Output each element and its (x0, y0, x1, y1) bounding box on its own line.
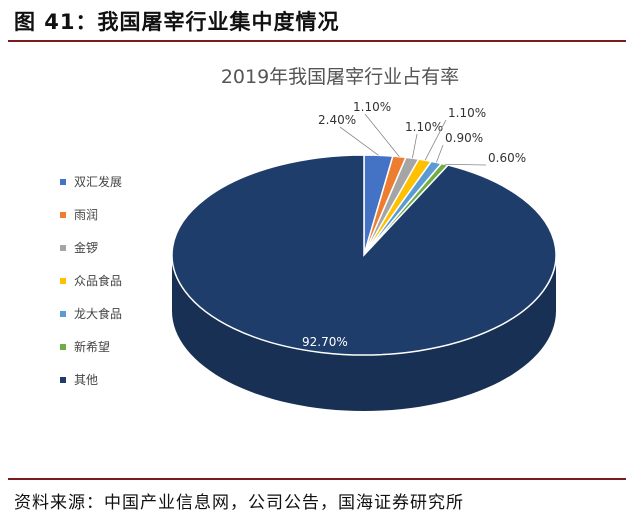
data-label-5: 0.90% (445, 131, 483, 145)
leader-line-4 (424, 119, 447, 161)
chart-title: 2019年我国屠宰行业占有率 (221, 66, 459, 88)
legend-label-4: 众品食品 (74, 273, 122, 288)
legend-swatch-4 (60, 278, 66, 284)
data-label-7: 92.70% (302, 335, 348, 349)
legend-label-6: 新希望 (74, 339, 110, 354)
data-label-4: 1.10% (448, 106, 486, 120)
figure-title: 图 41：我国屠宰行业集中度情况 (14, 10, 340, 34)
legend-swatch-7 (60, 377, 66, 383)
legend-label-7: 其他 (74, 373, 98, 387)
leader-line-6 (444, 163, 487, 166)
legend-label-2: 雨润 (74, 208, 98, 222)
leader-line-3 (411, 133, 418, 159)
pie-top (171, 154, 557, 356)
data-label-1: 2.40% (318, 113, 356, 127)
data-label-2: 1.10% (353, 100, 391, 114)
legend-swatch-1 (60, 179, 66, 185)
leader-line-1 (339, 126, 379, 156)
legend-label-1: 双汇发展 (74, 174, 122, 189)
pie-labels: 2.40%1.10%1.10%1.10%0.90%0.60%92.70% (302, 100, 526, 349)
bottom-divider (8, 478, 626, 480)
leader-line-5 (436, 144, 444, 163)
pie-slice-7 (171, 154, 557, 356)
legend-label-5: 龙大食品 (74, 306, 122, 321)
legend-swatch-6 (60, 344, 66, 350)
leader-line-2 (364, 113, 400, 157)
legend-label-3: 金锣 (74, 240, 98, 255)
source-note: 资料来源：中国产业信息网，公司公告，国海证券研究所 (14, 493, 464, 513)
pie-side-7 (172, 255, 556, 411)
legend-swatch-5 (60, 311, 66, 317)
legend-swatch-2 (60, 212, 66, 218)
top-divider (8, 40, 626, 42)
data-label-6: 0.60% (488, 151, 526, 165)
pie-depth (172, 255, 556, 411)
legend-swatch-3 (60, 245, 66, 251)
data-label-3: 1.10% (405, 120, 443, 134)
